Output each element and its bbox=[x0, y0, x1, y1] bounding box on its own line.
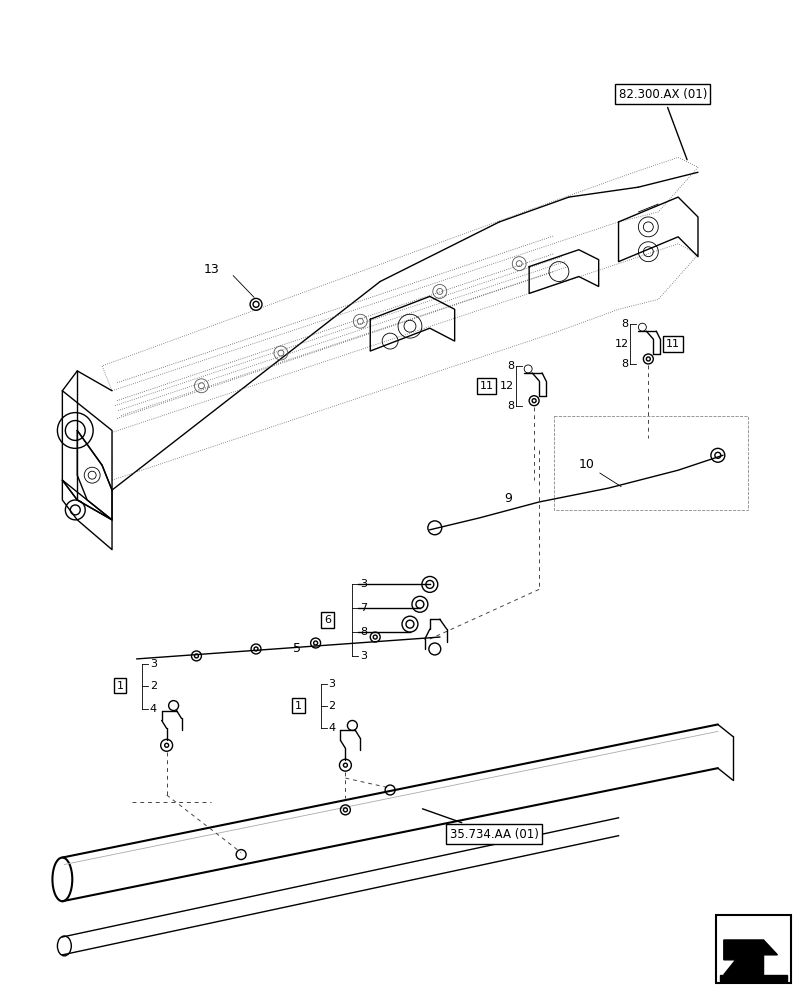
Text: 8: 8 bbox=[507, 361, 513, 371]
Text: 8: 8 bbox=[360, 627, 367, 637]
Polygon shape bbox=[723, 940, 776, 975]
Text: 13: 13 bbox=[204, 263, 219, 276]
Text: 8: 8 bbox=[507, 401, 513, 411]
Text: 9: 9 bbox=[504, 492, 512, 505]
Text: 2: 2 bbox=[149, 681, 157, 691]
Text: 5: 5 bbox=[293, 642, 300, 655]
Text: 3: 3 bbox=[328, 679, 335, 689]
Text: 4: 4 bbox=[328, 723, 335, 733]
Text: 11: 11 bbox=[478, 381, 493, 391]
Text: 35.734.AA (01): 35.734.AA (01) bbox=[422, 809, 538, 841]
Text: 8: 8 bbox=[620, 319, 628, 329]
Polygon shape bbox=[719, 975, 787, 981]
Bar bbox=[715, 915, 791, 983]
Text: 2: 2 bbox=[328, 701, 335, 711]
Ellipse shape bbox=[53, 858, 72, 901]
Text: 1: 1 bbox=[116, 681, 123, 691]
Text: 12: 12 bbox=[500, 381, 513, 391]
Text: 11: 11 bbox=[665, 339, 680, 349]
Text: 3: 3 bbox=[360, 651, 367, 661]
Text: 4: 4 bbox=[149, 704, 157, 714]
Text: 12: 12 bbox=[614, 339, 628, 349]
Text: 10: 10 bbox=[578, 458, 620, 487]
Text: 7: 7 bbox=[360, 603, 367, 613]
Ellipse shape bbox=[58, 936, 71, 956]
Text: 3: 3 bbox=[360, 579, 367, 589]
Text: 82.300.AX (01): 82.300.AX (01) bbox=[618, 88, 706, 160]
Text: 6: 6 bbox=[324, 615, 331, 625]
Text: 1: 1 bbox=[295, 701, 302, 711]
Bar bbox=[553, 416, 747, 510]
Text: 3: 3 bbox=[149, 659, 157, 669]
Text: 8: 8 bbox=[620, 359, 628, 369]
